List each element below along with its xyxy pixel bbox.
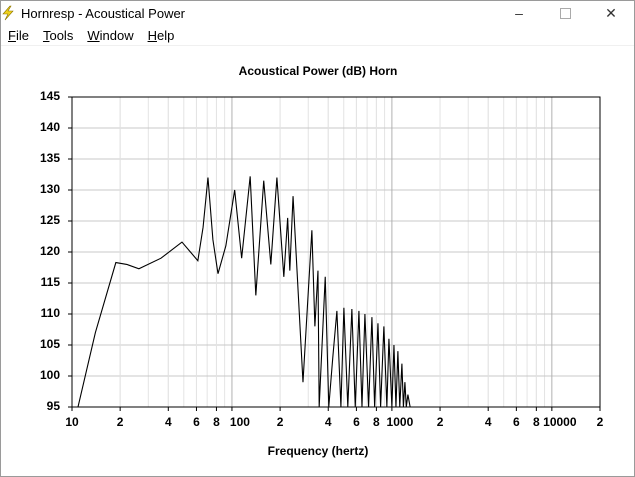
y-tick-label: 145	[40, 89, 60, 103]
y-tick-label: 110	[41, 306, 61, 320]
x-tick-label: 8	[213, 415, 220, 429]
x-tick-label: 8	[533, 415, 540, 429]
menu-item[interactable]: Window	[87, 27, 134, 43]
close-button[interactable]: ✕	[605, 4, 617, 21]
y-tick-label: 135	[40, 151, 60, 165]
x-tick-label: 2	[117, 415, 124, 429]
window-title: Hornresp - Acoustical Power	[21, 5, 186, 21]
x-tick-label: 8	[373, 415, 380, 429]
window-controls: – ✕	[496, 1, 634, 25]
x-tick-label: 4	[325, 415, 332, 429]
y-tick-label: 125	[40, 213, 60, 227]
title-bar: Hornresp - Acoustical Power – ✕	[1, 1, 634, 25]
y-tick-label: 130	[40, 182, 60, 196]
y-tick-label: 115	[41, 275, 61, 289]
power-curve	[77, 176, 411, 407]
menu-item[interactable]: Tools	[42, 27, 74, 43]
menu-bar: File Tools Window Help	[1, 25, 634, 46]
menu-item[interactable]: Help	[147, 27, 175, 43]
x-tick-label: 4	[485, 415, 492, 429]
x-tick-label: 6	[193, 415, 200, 429]
minimize-button[interactable]: –	[515, 5, 523, 21]
x-axis-label: Frequency (hertz)	[268, 444, 369, 458]
y-tick-label: 120	[40, 244, 60, 258]
app-icon	[2, 5, 14, 21]
x-tick-label: 2	[277, 415, 284, 429]
x-tick-label: 2	[597, 415, 604, 429]
x-tick-label: 10	[65, 415, 79, 429]
y-tick-label: 100	[40, 368, 60, 382]
plot-border	[71, 96, 601, 408]
x-tick-label: 6	[353, 415, 360, 429]
x-tick-label: 4	[165, 415, 172, 429]
chart: Acoustical Power (dB) Horn Frequency (he…	[40, 64, 604, 458]
menu-item[interactable]: File	[8, 27, 29, 43]
x-tick-label: 1000	[387, 415, 414, 429]
x-tick-label: 100	[230, 415, 250, 429]
maximize-button[interactable]	[542, 1, 588, 25]
y-tick-label: 95	[47, 399, 61, 413]
x-tick-label: 2	[437, 415, 444, 429]
y-tick-label: 140	[40, 120, 60, 134]
x-tick-label: 10000	[543, 415, 577, 429]
chart-title: Acoustical Power (dB) Horn	[239, 64, 398, 78]
y-tick-label: 105	[40, 337, 60, 351]
x-tick-label: 6	[513, 415, 520, 429]
